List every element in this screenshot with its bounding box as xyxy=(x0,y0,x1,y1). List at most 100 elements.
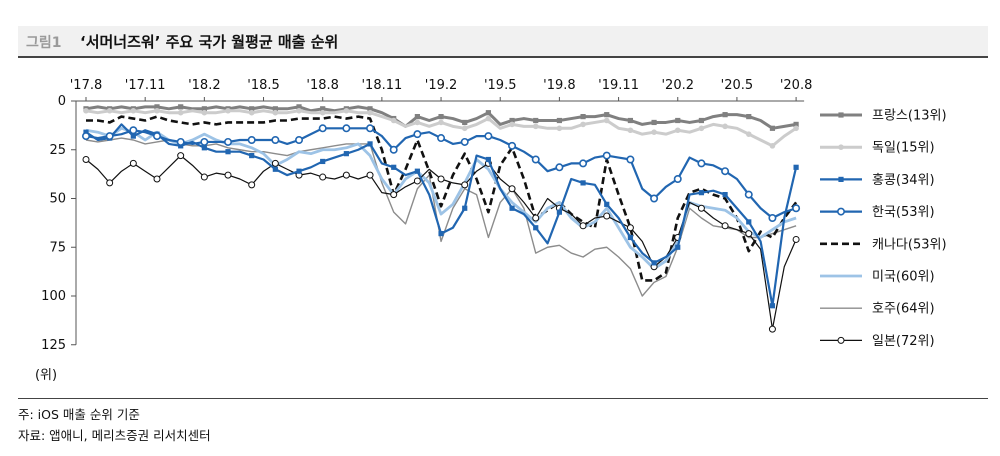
data-point xyxy=(367,106,373,112)
data-point xyxy=(603,212,611,220)
data-point xyxy=(296,107,302,114)
data-point xyxy=(793,125,799,132)
legend-label: 캐나다(53위) xyxy=(872,237,947,252)
data-point xyxy=(532,214,540,222)
legend-item: 일본(72위) xyxy=(820,334,935,349)
data-point xyxy=(201,106,207,112)
data-point xyxy=(508,185,516,193)
data-point xyxy=(318,124,327,133)
data-point xyxy=(462,205,468,211)
data-point xyxy=(153,175,161,183)
data-point xyxy=(792,235,800,243)
data-point xyxy=(319,173,327,181)
legend-label: 일본(72위) xyxy=(872,334,935,349)
legend-label: 홍콩(34위) xyxy=(872,173,935,188)
x-tick-label: '19.8 xyxy=(543,78,576,93)
series-7 xyxy=(85,137,797,297)
data-point xyxy=(675,117,681,124)
data-point xyxy=(745,230,753,238)
data-point xyxy=(484,132,493,141)
data-point xyxy=(580,121,586,128)
figure-title: ‘서머너즈워’ 주요 국가 월평균 매출 순위 xyxy=(80,33,339,51)
data-point xyxy=(627,117,634,124)
data-point xyxy=(201,109,208,116)
data-point xyxy=(177,109,184,116)
data-point xyxy=(556,125,563,132)
data-point xyxy=(176,137,185,146)
data-point xyxy=(531,155,540,164)
data-point xyxy=(249,153,255,159)
data-point xyxy=(461,125,468,132)
data-point xyxy=(271,136,280,145)
y-tick-label: 125 xyxy=(41,338,66,353)
data-point xyxy=(768,214,777,223)
series-4 xyxy=(82,124,801,223)
series-line xyxy=(86,115,798,282)
data-point xyxy=(247,136,256,145)
data-point xyxy=(200,173,208,181)
series-3 xyxy=(83,123,799,309)
data-point xyxy=(722,192,728,198)
data-point xyxy=(580,180,586,186)
legend-item: 캐나다(53위) xyxy=(820,237,947,252)
legend-item: 홍콩(34위) xyxy=(820,173,935,188)
data-point xyxy=(721,222,729,230)
data-point xyxy=(604,112,610,118)
data-point xyxy=(296,168,302,174)
data-point xyxy=(556,209,562,215)
data-point xyxy=(224,137,233,146)
legend-label: 독일(15위) xyxy=(872,141,935,156)
data-point xyxy=(177,152,185,160)
footnote: 주: iOS 매출 순위 기준 xyxy=(18,407,140,422)
data-point xyxy=(343,107,350,114)
data-point xyxy=(556,117,562,124)
data-point xyxy=(367,141,373,147)
y-tick-label: 100 xyxy=(41,289,66,304)
y-tick-label: 25 xyxy=(49,143,66,158)
data-point xyxy=(698,190,705,196)
series-layer xyxy=(82,104,801,333)
data-point xyxy=(769,303,776,309)
data-point xyxy=(793,164,799,170)
series-line xyxy=(85,126,797,271)
data-point xyxy=(130,133,136,139)
legend-label: 프랑스(13위) xyxy=(872,109,947,124)
data-point xyxy=(651,260,657,266)
data-point xyxy=(343,151,349,157)
series-8 xyxy=(82,152,800,333)
series-6 xyxy=(85,126,797,271)
data-point xyxy=(485,115,492,122)
data-point xyxy=(153,132,162,141)
data-point xyxy=(414,119,421,126)
figure-number: 그림1 xyxy=(26,35,62,51)
data-point xyxy=(626,224,634,232)
y-axis-unit-label: (위) xyxy=(35,368,57,383)
data-point xyxy=(106,179,114,187)
data-point xyxy=(82,156,90,163)
legend-marker xyxy=(837,336,845,344)
series-1 xyxy=(83,104,799,131)
data-point xyxy=(673,175,682,184)
data-point xyxy=(106,107,113,114)
series-2 xyxy=(83,107,799,149)
data-point xyxy=(533,225,539,231)
y-tick-label: 75 xyxy=(49,240,66,255)
data-point xyxy=(390,191,398,199)
x-tick-label: '18.5 xyxy=(247,78,280,93)
data-point xyxy=(82,132,91,141)
data-point xyxy=(389,145,398,154)
data-point xyxy=(532,123,539,130)
data-point xyxy=(342,171,350,179)
y-axis: 0 25 50 75 100 125 xyxy=(41,94,77,353)
data-point xyxy=(651,119,657,126)
data-point xyxy=(413,177,421,185)
data-point xyxy=(746,114,752,120)
legend-marker xyxy=(838,112,844,118)
data-point xyxy=(533,117,539,124)
data-point xyxy=(745,131,752,137)
data-point xyxy=(248,181,256,189)
data-point xyxy=(509,205,515,211)
data-point xyxy=(604,201,610,207)
data-point xyxy=(296,104,302,110)
x-tick-label: '17.8 xyxy=(70,78,103,93)
